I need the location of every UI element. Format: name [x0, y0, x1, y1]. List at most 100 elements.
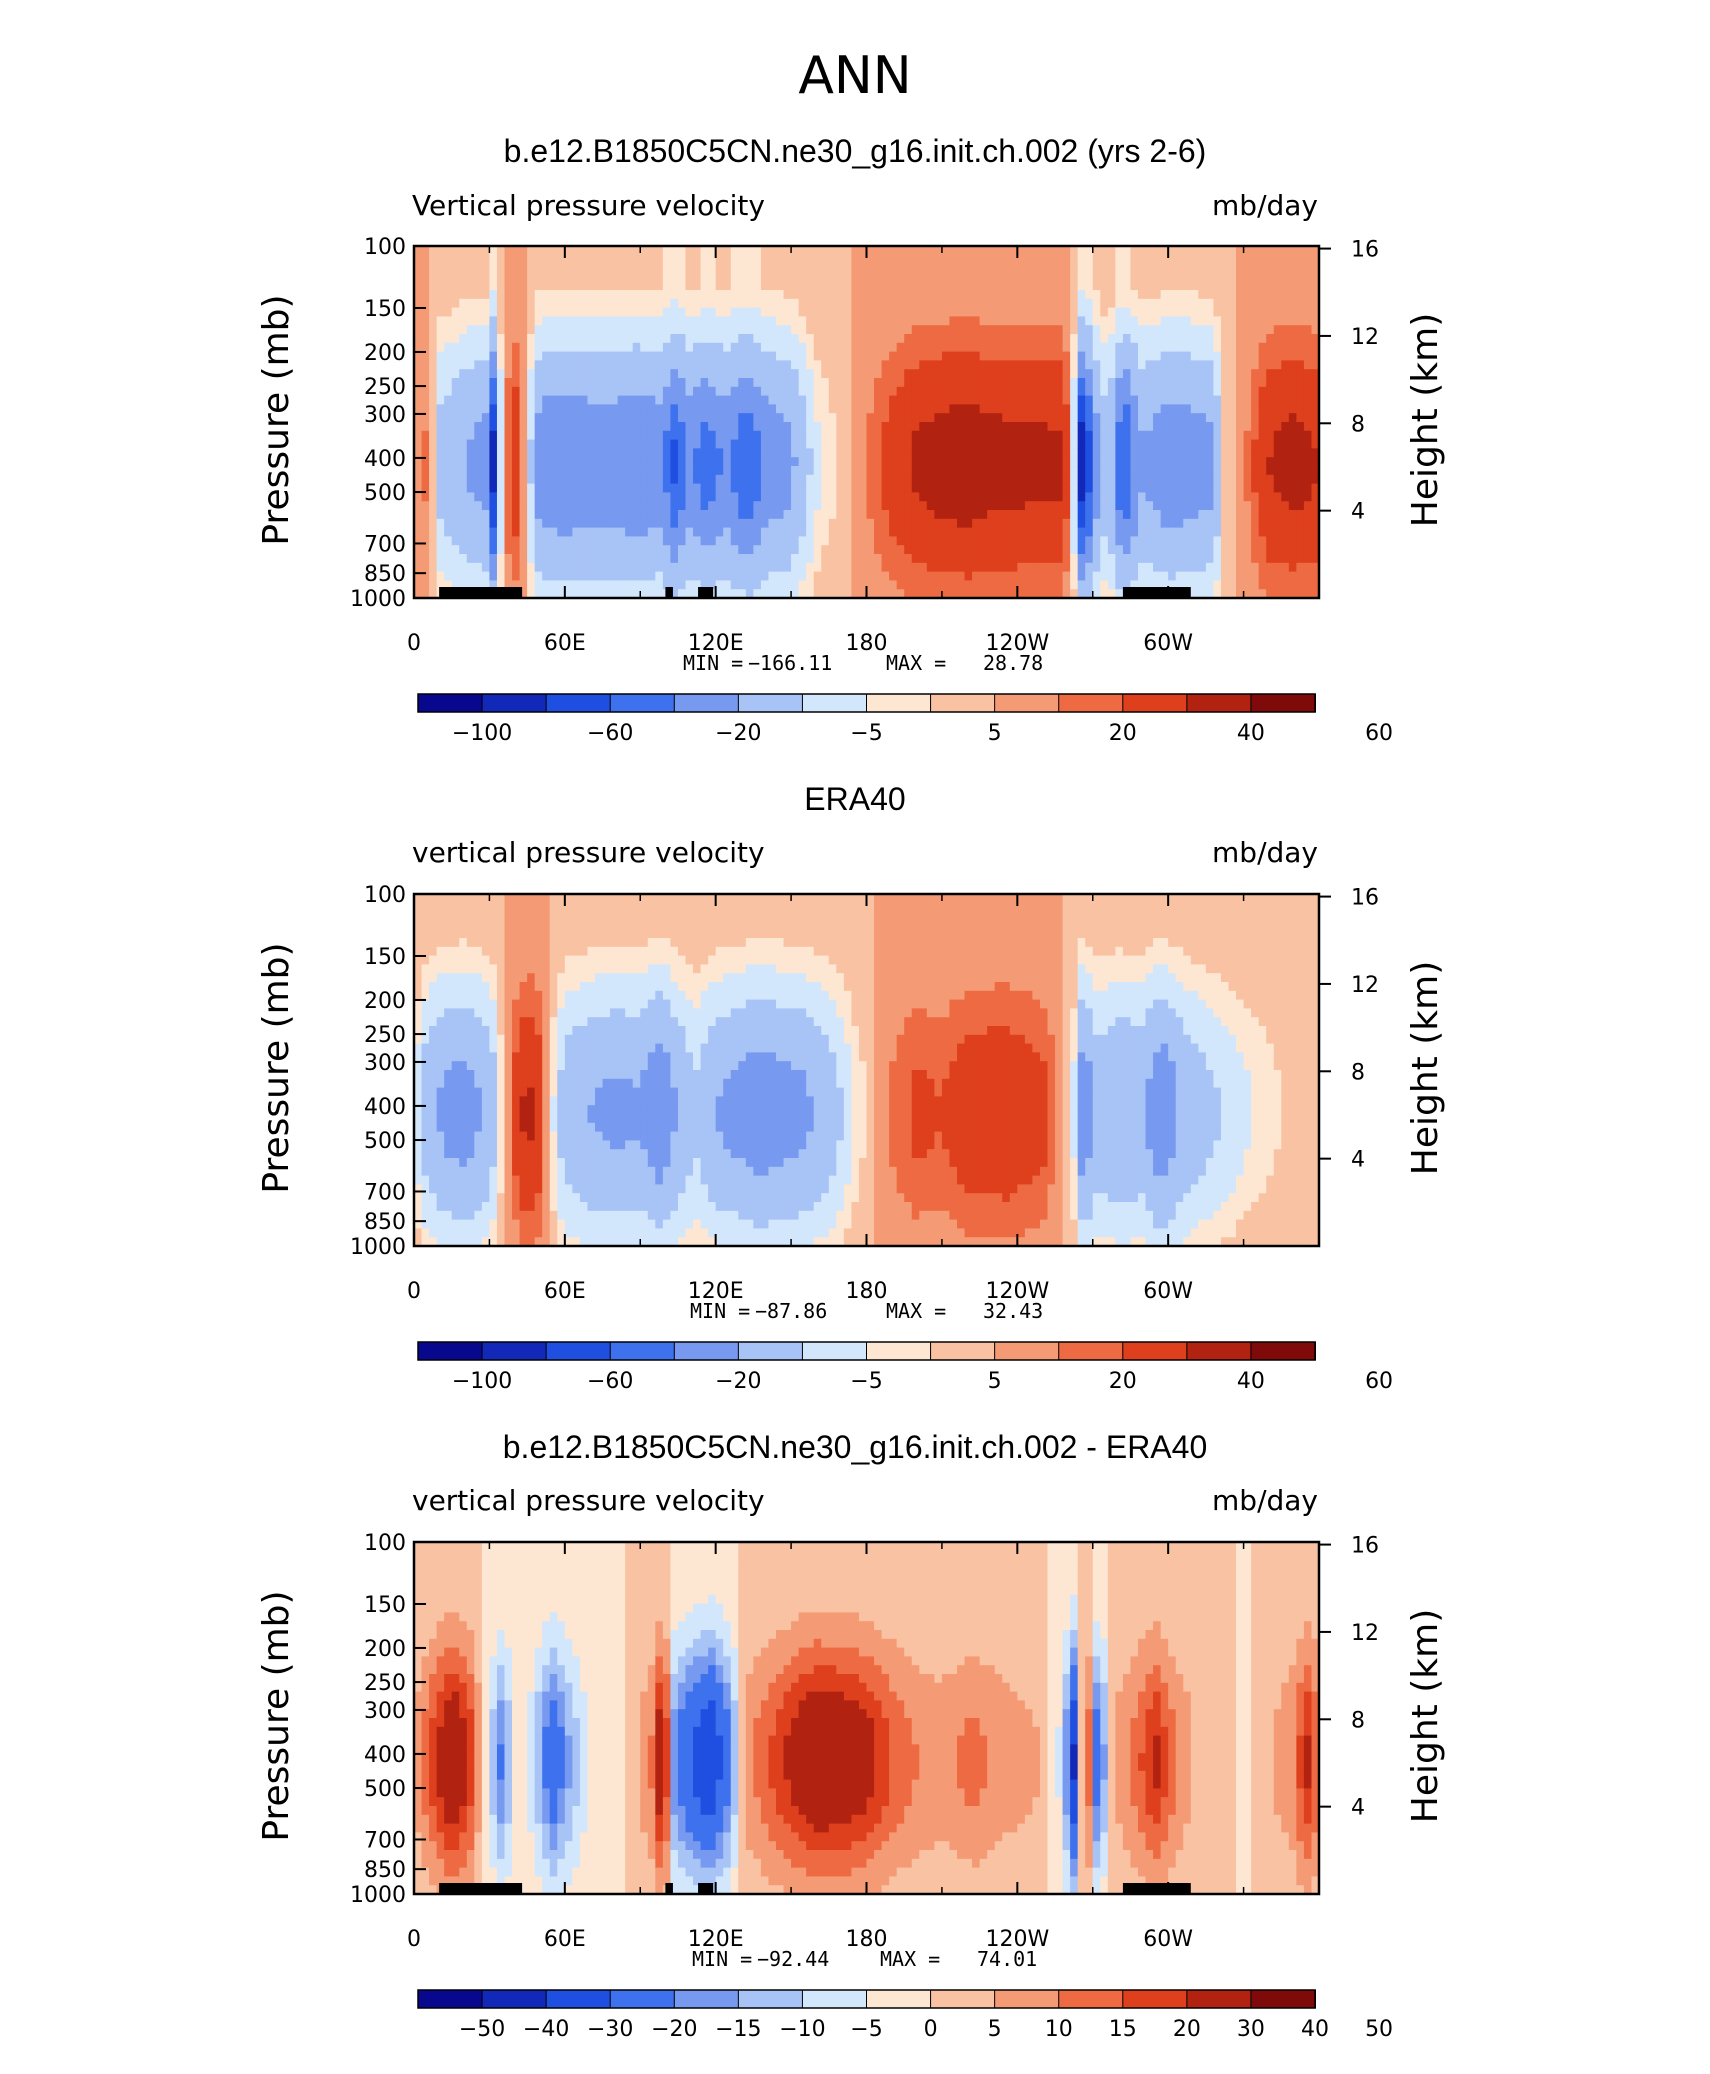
contour-cell	[451, 316, 460, 326]
contour-cell	[421, 316, 430, 326]
contour-cell	[798, 483, 807, 493]
contour-cell	[843, 422, 853, 432]
contour-cell	[1228, 395, 1237, 405]
contour-cell	[436, 536, 445, 546]
contour-cell	[926, 466, 935, 476]
contour-cell	[647, 492, 656, 502]
contour-cell	[964, 316, 973, 326]
contour-cell	[504, 536, 513, 546]
contour-cell	[791, 281, 800, 291]
contour-cell	[414, 378, 423, 388]
contour-cell	[1062, 369, 1071, 379]
contour-cell	[496, 527, 506, 537]
contour-cell	[625, 536, 634, 546]
pressure-tick-label: 250	[364, 375, 406, 400]
contour-cell	[723, 580, 732, 590]
contour-cell	[1205, 272, 1215, 282]
contour-cell	[414, 254, 423, 265]
contour-cell	[1183, 263, 1192, 273]
contour-cell	[640, 580, 649, 590]
contour-cell	[1138, 571, 1147, 581]
contour-cell	[1002, 334, 1011, 344]
contour-cell	[414, 1193, 423, 1203]
contour-cell	[1183, 545, 1192, 555]
contour-cell	[828, 395, 837, 405]
contour-cell	[564, 580, 573, 590]
contour-cell	[602, 554, 611, 564]
contour-cell	[1153, 474, 1162, 485]
contour-cell	[806, 510, 815, 520]
contour-cell	[1092, 422, 1101, 432]
contour-cell	[700, 430, 709, 441]
contour-cell	[881, 483, 890, 493]
contour-cell	[617, 334, 626, 344]
contour-cell	[685, 492, 694, 502]
contour-cell	[542, 422, 551, 432]
contour-cell	[1062, 545, 1071, 555]
contour-cell	[987, 474, 996, 485]
contour-cell	[421, 536, 430, 546]
contour-cell	[1273, 483, 1282, 493]
contour-cell	[1077, 422, 1086, 432]
contour-cell	[1228, 307, 1237, 317]
contour-cell	[1122, 334, 1132, 344]
contour-cell	[806, 448, 815, 458]
contour-cell	[957, 404, 966, 414]
contour-cell	[459, 474, 468, 485]
contour-cell	[451, 404, 460, 414]
contour-cell	[564, 263, 573, 273]
contour-cell	[1183, 422, 1192, 432]
contour-cell	[1024, 334, 1034, 344]
contour-cell	[557, 448, 566, 458]
contour-cell	[1055, 272, 1064, 282]
contour-cell	[1092, 404, 1101, 414]
contour-cell	[874, 439, 883, 449]
contour-cell	[934, 571, 943, 581]
contour-cell	[1092, 580, 1101, 590]
contour-cell	[640, 439, 649, 449]
contour-cell	[964, 298, 973, 309]
contour-cell	[1032, 562, 1041, 573]
contour-cell	[813, 413, 822, 423]
contour-cell	[564, 254, 573, 265]
contour-cell	[1153, 351, 1162, 361]
contour-cell	[1122, 466, 1132, 476]
contour-cell	[776, 395, 785, 405]
pressure-tick-label: 400	[364, 447, 406, 472]
contour-cell	[459, 492, 468, 502]
contour-cell	[489, 378, 498, 388]
contour-cell	[1107, 254, 1116, 265]
colorbar-swatch	[417, 693, 484, 713]
contour-cell	[640, 254, 649, 265]
contour-cell	[632, 554, 641, 564]
contour-cell	[1009, 404, 1018, 414]
contour-cell	[549, 246, 558, 256]
contour-cell	[828, 404, 837, 414]
contour-cell	[934, 360, 943, 370]
contour-cell	[821, 272, 830, 282]
contour-cell	[549, 422, 558, 432]
contour-cell	[1100, 501, 1109, 511]
contour-cell	[738, 404, 747, 414]
contour-cell	[414, 920, 423, 930]
contour-cell	[745, 263, 754, 273]
contour-cell	[1273, 395, 1282, 405]
contour-cell	[595, 413, 604, 423]
contour-cell	[693, 527, 702, 537]
contour-cell	[1122, 290, 1132, 300]
contour-cell	[768, 290, 777, 300]
contour-cell	[1213, 457, 1222, 467]
contour-cell	[504, 466, 513, 476]
contour-cell	[896, 518, 905, 529]
contour-cell	[1047, 404, 1056, 414]
contour-cell	[896, 562, 905, 573]
contour-cell	[776, 580, 785, 590]
contour-cell	[957, 589, 966, 599]
contour-cell	[610, 316, 619, 326]
contour-cell	[1205, 527, 1215, 537]
contour-cell	[1198, 457, 1207, 467]
contour-cell	[429, 589, 438, 599]
contour-cell	[564, 571, 573, 581]
contour-cell	[421, 298, 430, 309]
contour-cell	[1175, 298, 1184, 309]
